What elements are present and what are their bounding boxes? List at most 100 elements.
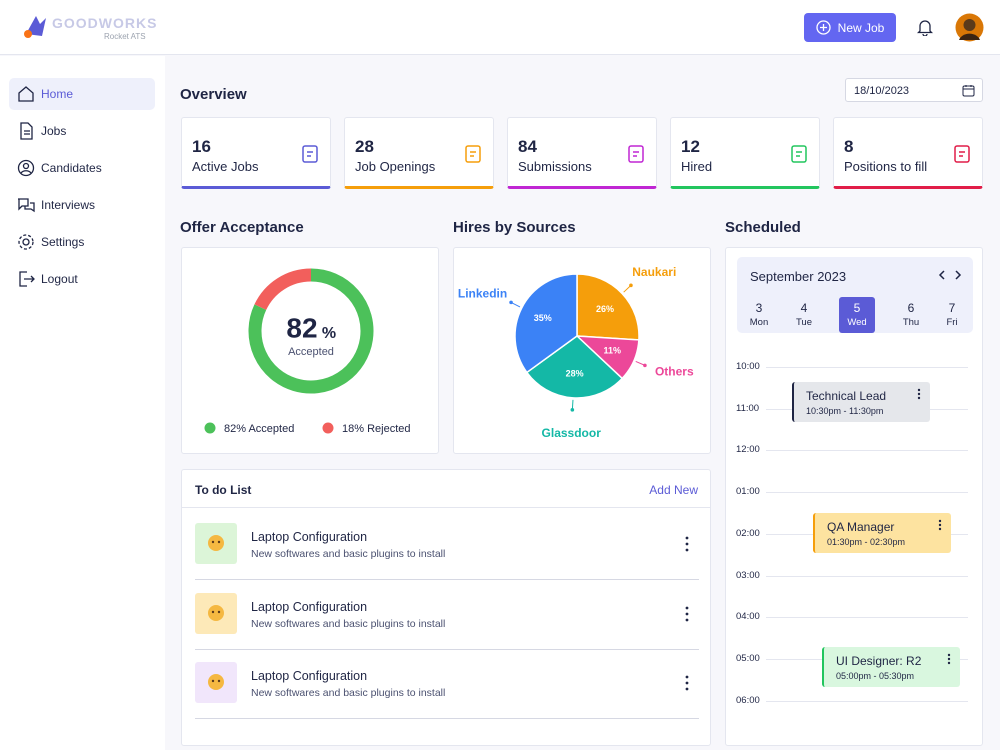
date-picker[interactable]: 18/10/2023 (845, 78, 983, 102)
time-label: 10:00 (736, 361, 760, 372)
event-time: 10:30pm - 11:30pm (806, 406, 884, 416)
calendar-icon (962, 85, 975, 97)
stat-icon (628, 145, 644, 163)
new-job-label: New Job (837, 20, 885, 35)
leader-dot (643, 363, 647, 368)
todo-icon (195, 523, 237, 564)
donut-segment (254, 268, 312, 311)
nav-icon (19, 271, 35, 287)
legend-dot (204, 422, 216, 434)
stat-label: Job Openings (355, 159, 436, 174)
date-value: 18/10/2023 (854, 85, 910, 97)
slice-value: 26% (596, 304, 614, 314)
calendar-day[interactable]: 7 Fri (934, 297, 970, 333)
stat-value: 28 (355, 137, 374, 156)
event-card[interactable]: QA Manager 01:30pm - 02:30pm (813, 513, 951, 553)
new-job-button[interactable]: New Job (804, 13, 896, 42)
stat-card: 84 Submissions (507, 117, 657, 189)
section-title: Overview (180, 86, 247, 103)
event-title: UI Designer: R2 (836, 654, 922, 668)
donut-segment (248, 268, 374, 394)
nav-item[interactable]: Candidates (9, 152, 155, 184)
time-line (766, 700, 968, 702)
day-name: Mon (749, 317, 769, 328)
event-menu (938, 519, 942, 531)
prev-arrow[interactable] (932, 265, 952, 285)
kebab-menu[interactable] (677, 673, 697, 693)
pie-slice (525, 335, 624, 399)
leader-dot (509, 300, 513, 305)
todo-emoji (208, 604, 224, 621)
todo-emoji (208, 674, 224, 690)
nav-item[interactable]: Settings (9, 226, 155, 258)
todo-item-title: Laptop Configuration (251, 669, 368, 683)
sources-panel: 26% Naukari 11% Others 28% Glassdoor 35% Linked… (453, 247, 711, 454)
nav-label: Settings (41, 235, 85, 249)
sidebar: Home Jobs Candidates Interviews Settings Logo… (0, 56, 165, 750)
stat-card: 12 Hired (670, 117, 820, 189)
todo-title: To do List (195, 483, 252, 497)
day-name: Wed (847, 317, 867, 328)
center-value: 82 (286, 312, 317, 343)
event-menu (947, 653, 951, 665)
todo-panel: To do List Add New Laptop Configuration New… (181, 469, 711, 746)
event-menu (917, 388, 921, 400)
nav-item[interactable]: Interviews (9, 189, 155, 221)
logo-subtitle: Rocket ATS (104, 32, 146, 41)
day-number: 5 (853, 301, 861, 315)
bell-icon[interactable] (917, 19, 933, 36)
stat-value: 84 (518, 137, 537, 156)
todo-item-title: Laptop Configuration (251, 530, 368, 544)
avatar[interactable] (955, 13, 984, 42)
event-card[interactable]: Technical Lead 10:30pm - 11:30pm (792, 382, 930, 422)
todo-emoji (208, 535, 224, 551)
legend-label: 18% Rejected (342, 423, 411, 435)
calendar-day[interactable]: 5 Wed (839, 297, 875, 333)
todo-icon (195, 662, 237, 703)
day-name: Tue (795, 317, 813, 328)
stat-icon (465, 145, 481, 163)
add-new-link[interactable]: Add New (649, 483, 698, 497)
logo-text: GOODWORKS (52, 15, 158, 31)
time-label: 12:00 (736, 444, 760, 456)
next-arrow[interactable] (948, 265, 968, 285)
kebab-menu[interactable] (677, 604, 697, 624)
stat-icon (954, 145, 970, 163)
nav-item[interactable]: Jobs (9, 115, 155, 147)
calendar-day[interactable]: 4 Tue (786, 297, 822, 333)
time-line (766, 492, 968, 494)
todo-icon (195, 592, 237, 634)
calendar-day[interactable]: 6 Thu (893, 297, 929, 333)
time-line (766, 450, 968, 452)
stat-card: 28 Job Openings (344, 117, 494, 189)
time-label: 04:00 (736, 611, 760, 623)
stat-value: 16 (192, 137, 211, 156)
nav-label: Candidates (41, 161, 102, 175)
pie-slice (576, 273, 640, 341)
todo-item-desc: New softwares and basic plugins to insta… (251, 617, 446, 630)
slice-value: 28% (566, 369, 584, 379)
nav-label: Jobs (41, 124, 67, 138)
event-time: 01:30pm - 02:30pm (827, 537, 906, 547)
schedule-panel: September 2023 3 Mon 4 Tue 5 Wed 6 Thu 7 Fri 10:00 1… (725, 247, 983, 746)
time-line (766, 575, 968, 577)
calendar-day[interactable]: 3 Mon (741, 297, 777, 333)
nav-item[interactable]: Logout (9, 263, 155, 295)
kebab-menu[interactable] (677, 534, 697, 554)
day-number: 4 (800, 301, 808, 315)
todo-item-title: Laptop Configuration (251, 599, 368, 614)
time-label: 03:00 (736, 569, 760, 581)
stat-value: 8 (844, 137, 854, 156)
slice-name: Others (655, 365, 694, 379)
time-line (766, 367, 968, 368)
event-card[interactable]: UI Designer: R2 05:00pm - 05:30pm (822, 647, 960, 687)
nav-label: Logout (41, 272, 78, 286)
day-number: 3 (755, 301, 763, 315)
nav-icon (18, 234, 34, 250)
nav-item[interactable]: Home (9, 78, 155, 110)
nav-icon (18, 198, 35, 213)
time-line (766, 617, 968, 619)
time-label: 11:00 (736, 402, 760, 414)
stat-label: Active Jobs (192, 159, 259, 174)
offer-panel: 82% Accepted 18% Rejected 82 % Accepted (181, 247, 439, 454)
